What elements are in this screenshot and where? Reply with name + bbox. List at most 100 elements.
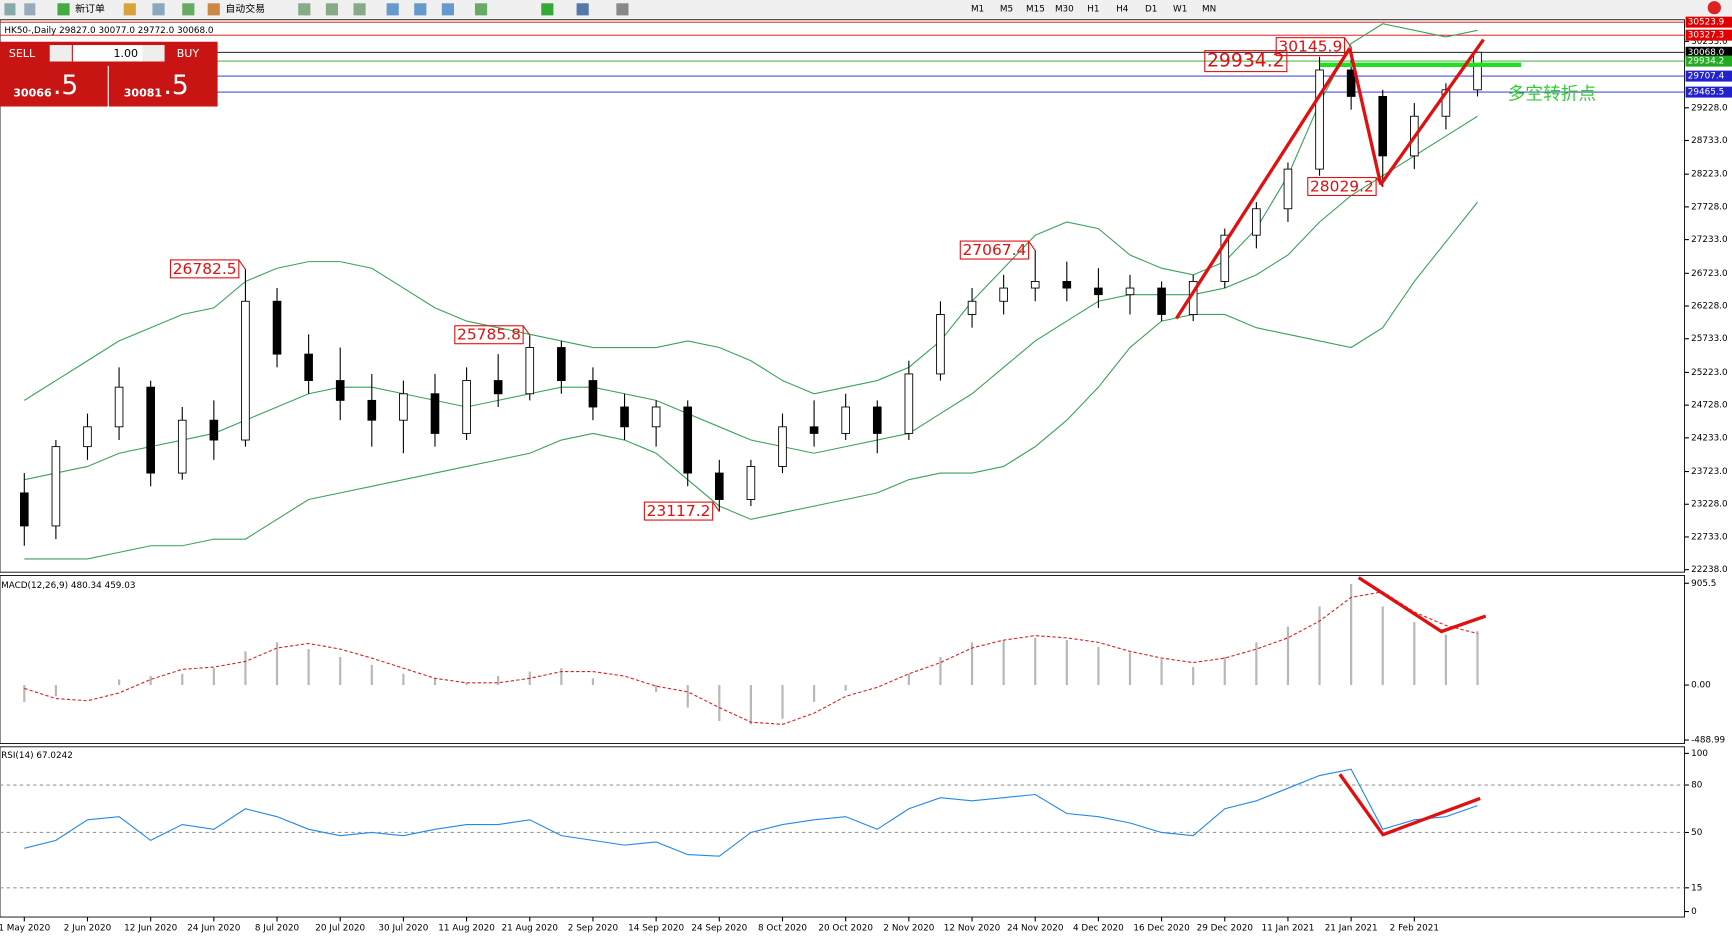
new-order[interactable]: 新订单 [75, 2, 105, 15]
candle-body [1220, 234, 1230, 282]
sell-price[interactable]: 30066 [13, 86, 52, 99]
icon[interactable] [353, 3, 366, 16]
x-tick-label: 8 Jul 2020 [255, 924, 300, 934]
sell-button[interactable]: SELL [9, 47, 36, 60]
candle-body [557, 347, 566, 381]
macd-bar [907, 673, 910, 686]
timeframe-button[interactable]: D1 [1145, 4, 1157, 14]
callout-leader [1028, 240, 1036, 251]
macd-bar [181, 673, 184, 686]
icon[interactable] [182, 3, 195, 16]
price-level-label: 30068.0 [1688, 48, 1725, 58]
one-click-trading: SELL 1.00 BUY 30066 .5 30081 .5 [0, 41, 218, 107]
toolbar-icons [4, 1, 1721, 16]
candle-body [1062, 281, 1072, 289]
macd-bar [1286, 626, 1290, 686]
timeframe-button[interactable]: H4 [1116, 4, 1129, 14]
timeframe-button[interactable]: M15 [1026, 4, 1045, 14]
macd-bar [718, 685, 721, 722]
candle-body [146, 386, 155, 474]
x-tick-label: 16 Dec 2020 [1133, 924, 1190, 934]
timeframe-button[interactable]: W1 [1173, 4, 1187, 14]
icon[interactable] [441, 3, 454, 16]
icon[interactable] [4, 3, 16, 16]
drawn-arrows [1174, 38, 1487, 837]
y-tick-label: 24233.0 [1691, 433, 1728, 443]
macd-bar [560, 668, 563, 686]
buy-button[interactable]: BUY [177, 47, 200, 60]
macd-bar [1255, 642, 1258, 686]
macd-bar [1065, 640, 1068, 686]
macd-bar [591, 678, 595, 686]
macd-bar [307, 649, 310, 686]
macd-bar [1413, 622, 1416, 686]
candle-body [1157, 287, 1166, 315]
timeframe-button[interactable]: M1 [971, 4, 984, 14]
lot-value[interactable]: 1.00 [114, 47, 139, 60]
macd-bar [1444, 634, 1448, 686]
candle-body [1378, 95, 1388, 157]
auto-trading-icon[interactable] [207, 3, 220, 16]
icon[interactable] [386, 3, 399, 16]
y-tick-label: 26228.0 [1691, 302, 1728, 312]
timeframe-button[interactable]: M5 [1000, 4, 1013, 14]
price-level-label: 30523.9 [1688, 18, 1724, 28]
macd-bar [117, 679, 121, 686]
x-tick-label: 2 Feb 2021 [1390, 924, 1439, 934]
icon[interactable] [541, 3, 554, 16]
candle-body [19, 492, 29, 527]
candle-body [399, 393, 408, 421]
timeframe-button[interactable]: MN [1202, 4, 1216, 14]
price-level-label: 29465.5 [1688, 88, 1724, 98]
macd-bar [1192, 667, 1195, 686]
x-tick-label: 12 Nov 2020 [944, 924, 1001, 934]
x-tick-label: 12 Jun 2020 [124, 924, 177, 934]
candle-body [177, 419, 187, 474]
lot-down[interactable] [49, 45, 72, 62]
macd-bar [465, 682, 468, 686]
candle-body [114, 386, 124, 428]
macd-bar [54, 685, 57, 697]
new-order-icon[interactable] [57, 3, 70, 16]
price-level-box [1685, 70, 1732, 82]
macd-bar [781, 685, 784, 719]
sell-price-fraction[interactable]: .5 [53, 70, 78, 101]
icon[interactable] [123, 3, 136, 16]
auto-trading[interactable]: 自动交易 [225, 2, 265, 15]
timeframe-button[interactable]: M30 [1055, 4, 1074, 14]
lot-up[interactable] [142, 45, 165, 62]
alert-icon[interactable] [1707, 1, 1721, 15]
timeframes: M1 M5 M15 M30 H1 H4 D1 W1 MN [971, 4, 1216, 14]
icon[interactable] [414, 3, 427, 16]
macd-bar [244, 651, 247, 686]
lot-input[interactable] [72, 45, 143, 62]
buy-price-fraction[interactable]: .5 [163, 70, 188, 101]
x-tick-label: 2 Nov 2020 [883, 924, 934, 934]
icon[interactable] [474, 3, 488, 16]
candle-body [715, 472, 724, 500]
macd-bar [844, 685, 847, 691]
macd-bar [1318, 606, 1321, 686]
icon[interactable] [325, 3, 339, 16]
y-tick-label: 29228.0 [1691, 103, 1728, 113]
icon[interactable] [616, 3, 629, 16]
candle-body [1346, 69, 1356, 97]
buy-price[interactable]: 30081 [124, 86, 162, 99]
macd-bar [686, 685, 689, 708]
rsi-line [24, 768, 1478, 857]
candle-body [1315, 69, 1324, 170]
icon[interactable] [24, 3, 36, 16]
callout-leader [712, 501, 720, 512]
y-tick-label: 905.5 [1691, 579, 1716, 589]
macd-bar [23, 685, 26, 702]
timeframe-button[interactable]: H1 [1087, 4, 1099, 14]
candle-body [967, 300, 977, 315]
icon[interactable] [298, 3, 311, 16]
y-tick-label: 27233.0 [1691, 235, 1728, 245]
x-tick-label: 21 Jan 2021 [1325, 924, 1378, 934]
callout-leader [238, 259, 246, 270]
macd-bar [402, 673, 405, 686]
icon[interactable] [576, 3, 589, 16]
icon[interactable] [152, 3, 165, 16]
candle-body [778, 426, 787, 467]
